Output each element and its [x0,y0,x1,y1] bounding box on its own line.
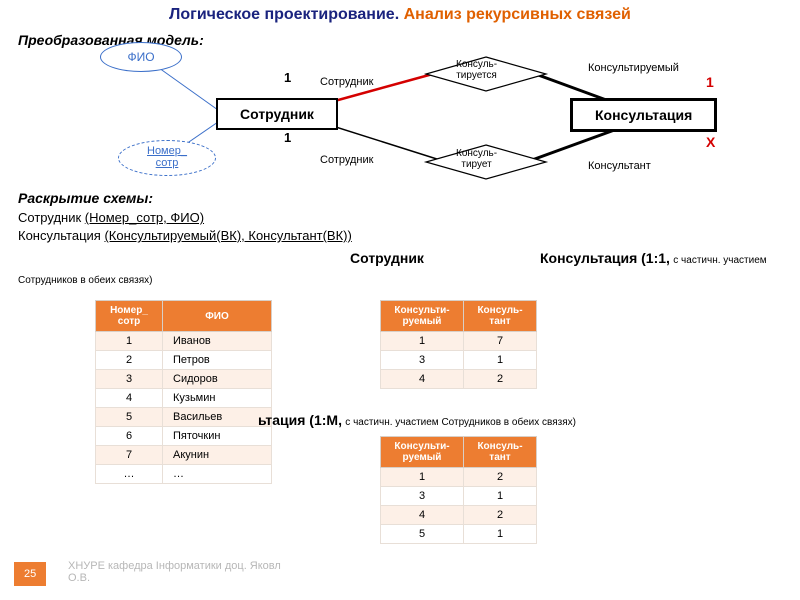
footer-text: ХНУРЕ кафедра Інформатики доц. Яковл О.В… [68,560,281,584]
table-row: 3Сидоров [96,370,272,389]
schema-line-employee: Сотрудник (Номер_сотр, ФИО) [18,210,204,225]
cons11-table: Консульти-руемый Консуль-тант 173142 [380,300,537,389]
card-right-1: 1 [706,74,714,90]
table-row: …… [96,465,272,484]
table-row: 1Иванов [96,332,272,351]
emp-col-num: Номер_сотр [96,301,163,332]
cons11-col2: Консуль-тант [464,301,537,332]
rel-consults-label: Консуль-тируется [456,60,497,81]
table-row: 51 [381,525,537,544]
role-consultant: Консультант [588,160,651,172]
entity-consultation: Консультация [570,98,717,132]
table-row: 5Васильев [96,408,272,427]
role-employee-top: Сотрудник [320,76,373,88]
cons11-col1: Консульти-руемый [381,301,464,332]
card-right-x: X [706,134,715,150]
table-row: 2Петров [96,351,272,370]
employees-table-wrap: Номер_сотр ФИО 1Иванов2Петров3Сидоров4Ку… [95,300,272,484]
cons1m-col2: Консуль-тант [464,437,537,468]
attribute-nomer: Номер_сотр [118,140,216,176]
rel-advises-label: Консуль-тирует [456,149,497,170]
table-row: 31 [381,487,537,506]
entity-employee: Сотрудник [216,98,338,130]
slide: Логическое проектирование. Анализ рекурс… [0,0,800,600]
card-one-bottom: 1 [284,130,291,145]
title-part1: Логическое проектирование. [169,6,399,23]
attribute-fio: ФИО [100,42,182,72]
table-row: 12 [381,468,537,487]
table-row: 4Кузьмин [96,389,272,408]
table-row: 6Пяточкин [96,427,272,446]
rel1m-heading: ьтация (1:M, с частичн. участием Сотрудн… [258,412,576,428]
cons1m-col1: Консульти-руемый [381,437,464,468]
rel11-left: Сотрудник [350,250,424,266]
cons1m-table-wrap: Консульти-руемый Консуль-тант 12314251 [380,436,537,544]
table-row: 42 [381,506,537,525]
role-employee-bottom: Сотрудник [320,154,373,166]
title-part2: Анализ рекурсивных связей [404,6,631,23]
emp-col-fio: ФИО [163,301,272,332]
table-row: 42 [381,370,537,389]
table-row: 7Акунин [96,446,272,465]
cons11-table-wrap: Консульти-руемый Консуль-тант 173142 [380,300,537,389]
employees-table: Номер_сотр ФИО 1Иванов2Петров3Сидоров4Ку… [95,300,272,484]
schema-heading: Раскрытие схемы: [18,190,153,206]
table-row: 31 [381,351,537,370]
rel11-right: Консультация (1:1, с частичн. участием [540,250,767,266]
schema-line-consultation: Консультация (Консультируемый(ВК), Консу… [18,228,352,243]
table-row: 17 [381,332,537,351]
page-number-badge: 25 [14,562,46,586]
slide-title: Логическое проектирование. Анализ рекурс… [0,6,800,24]
role-consulted: Консультируемый [588,62,679,74]
note-both-links: Сотрудников в обеих связях) [18,275,152,286]
cons1m-table: Консульти-руемый Консуль-тант 12314251 [380,436,537,544]
card-one-top: 1 [284,70,291,85]
